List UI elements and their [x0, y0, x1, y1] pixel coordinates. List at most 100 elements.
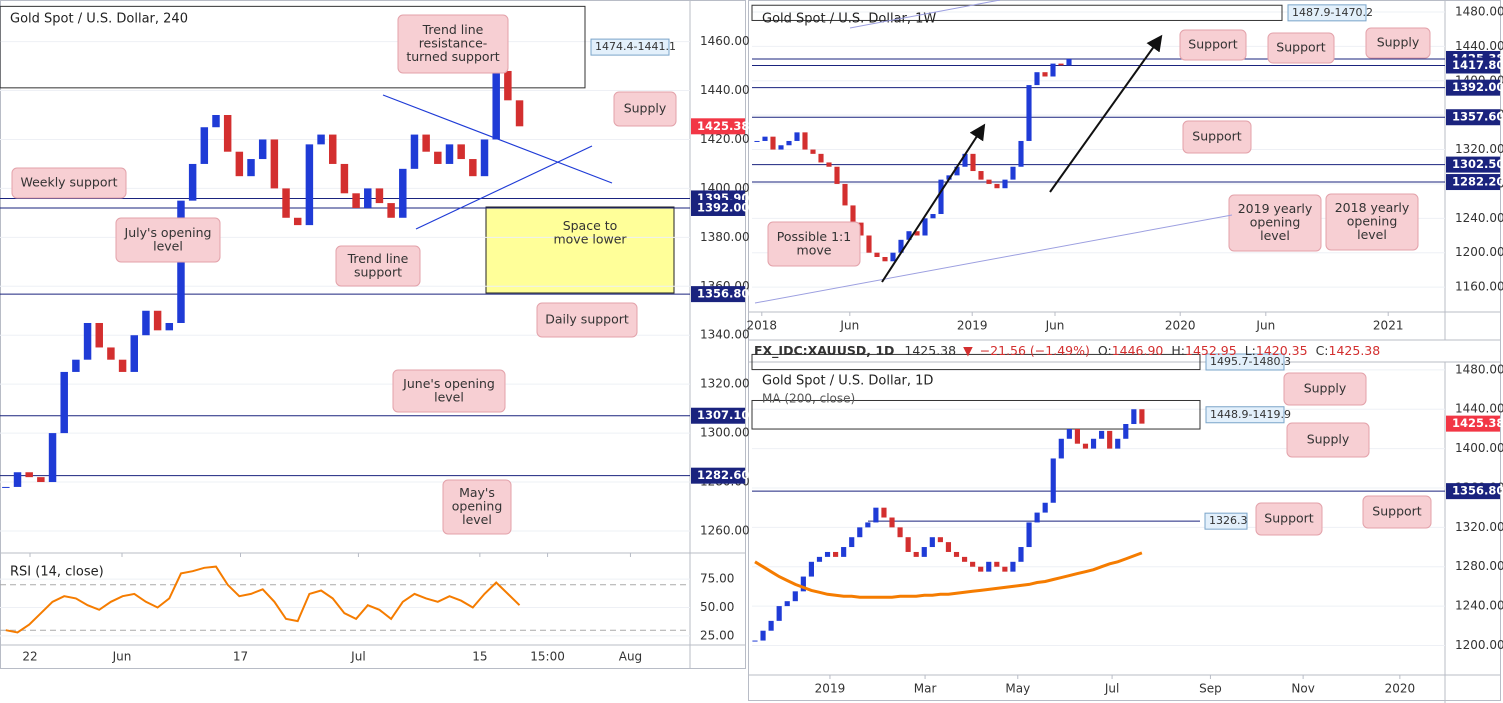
y-tick-label: 1160.00: [1455, 280, 1503, 294]
annotation: Supply: [624, 101, 667, 116]
candle: [258, 139, 267, 160]
zone-label: 1448.9-1419.9: [1210, 408, 1291, 421]
candle: [897, 527, 903, 538]
candle: [340, 163, 349, 194]
price-tag-bg: [691, 467, 745, 484]
x-tick-label: Sep: [1199, 682, 1222, 696]
candle: [457, 144, 465, 160]
candle: [873, 507, 879, 523]
candle: [212, 115, 220, 128]
candle: [364, 188, 372, 208]
candle: [293, 217, 302, 226]
candle: [929, 537, 935, 548]
candle: [1002, 566, 1008, 572]
annotation: level: [1357, 227, 1387, 242]
annotation: May's: [459, 485, 495, 500]
annotation: 2019 yearly: [1238, 201, 1313, 216]
callout: [1362, 495, 1432, 529]
zone: [751, 353, 1201, 371]
candle: [770, 136, 776, 150]
candle: [752, 640, 758, 642]
annotation: 2018 yearly: [1335, 200, 1410, 215]
price-tag: 1356.80: [697, 287, 749, 301]
y-tick-label: 1280.00: [1455, 559, 1503, 573]
price-tag-bg: [1446, 79, 1500, 96]
y-tick-label: 25.00: [700, 628, 734, 642]
candle: [961, 556, 968, 562]
y-tick-label: 1440.00: [1455, 39, 1503, 53]
callout: [392, 369, 506, 413]
candle: [938, 179, 944, 215]
candle: [72, 359, 80, 372]
annotation: move: [797, 242, 832, 257]
candle: [282, 188, 290, 218]
price-tag: 1356.80: [1452, 484, 1503, 498]
candle: [1090, 438, 1097, 449]
right-pane-border: [748, 0, 1501, 701]
callout: [115, 217, 221, 263]
candle: [1034, 72, 1040, 86]
candle: [754, 140, 760, 142]
candle: [786, 140, 792, 146]
candle: [1050, 63, 1056, 77]
x-tick-label: Aug: [619, 650, 642, 664]
ohlc-value: 1420.35: [1256, 343, 1308, 358]
ohlc-value: 1425.38: [1329, 343, 1381, 358]
candle: [776, 606, 782, 621]
candle: [818, 153, 824, 163]
symbol: FX_IDC:XAUUSD, 1D: [754, 343, 894, 359]
candle: [921, 547, 927, 557]
candle: [95, 322, 103, 348]
candle: [914, 231, 920, 236]
annotation: Support: [1372, 504, 1422, 519]
price-tag-bg: [691, 286, 745, 303]
candle: [824, 551, 831, 557]
candle: [1123, 424, 1129, 439]
x-tick-label: 15: [472, 650, 487, 664]
y-tick-label: 1300.00: [700, 426, 750, 440]
candle: [762, 136, 768, 141]
x-tick-label: Jun: [839, 319, 859, 333]
y-tick-label: 1480.00: [1455, 362, 1503, 376]
arrow: ▼: [963, 343, 973, 358]
y-tick-label: 1380.00: [700, 230, 750, 244]
y-tick-label: 1240.00: [1455, 599, 1503, 613]
callout: [1182, 120, 1252, 154]
y-tick-label: 1260.00: [700, 523, 750, 537]
candle: [387, 203, 395, 218]
callout: [1286, 422, 1370, 458]
candle: [882, 256, 888, 262]
candle: [898, 239, 904, 253]
candle: [107, 347, 115, 360]
annotation: Supply: [1304, 381, 1347, 396]
candle: [165, 322, 174, 331]
candle: [778, 145, 784, 150]
candle: [13, 472, 22, 487]
x-tick-label: 22: [22, 650, 37, 664]
zone: [751, 399, 1201, 430]
ohlc-value: 1452.95: [1185, 343, 1237, 358]
change: −21.56 (−1.49%): [980, 343, 1090, 358]
candle: [1082, 443, 1089, 449]
annotation: Support: [1192, 129, 1242, 144]
candle: [1107, 430, 1113, 449]
annotation: opening: [1250, 215, 1301, 230]
candle: [480, 139, 489, 177]
candle: [833, 551, 839, 557]
annotation: Daily support: [545, 312, 629, 327]
candle: [849, 537, 855, 548]
x-tick-label: 2021: [1373, 319, 1404, 333]
y-tick-label: 1200.00: [1455, 245, 1503, 259]
x-tick-label: Jul: [350, 650, 365, 664]
candle: [142, 310, 150, 336]
price-tag-bg: [1446, 483, 1500, 500]
candle: [858, 222, 864, 236]
candle: [937, 537, 943, 543]
candle: [410, 134, 419, 169]
candle: [515, 100, 524, 127]
candle: [1099, 430, 1105, 439]
zone-label: 1487.9-1470.2: [1292, 6, 1373, 19]
ohlc-label: C:: [1316, 343, 1329, 358]
candle: [922, 218, 928, 236]
candle: [130, 335, 138, 372]
